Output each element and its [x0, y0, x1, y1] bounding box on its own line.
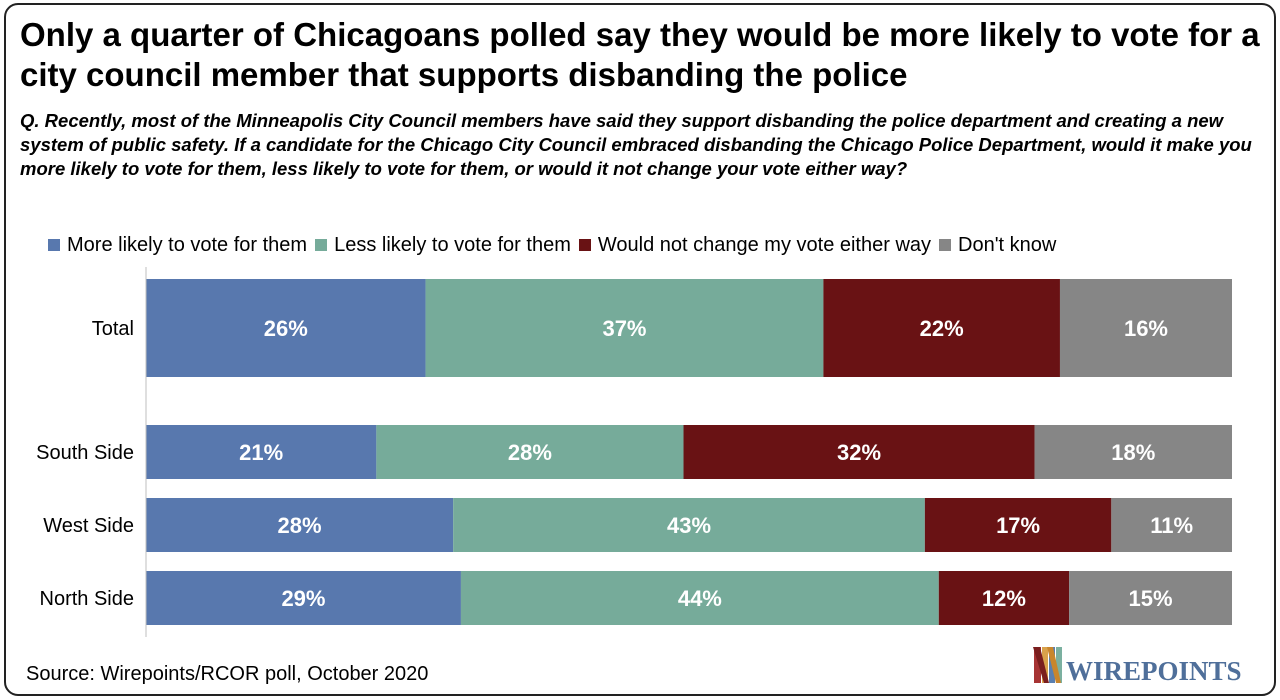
bar-west-side-would-not-change-my-vote-either-way — [924, 498, 1112, 552]
category-label-south-side: South Side — [36, 442, 134, 464]
legend-label-no-change: Would not change my vote either way — [597, 233, 932, 256]
data-label-north-side-less-likely-to-vote-for-them: 44% — [678, 586, 722, 611]
data-label-west-side-more-likely-to-vote-for-them: 28% — [278, 513, 322, 538]
data-label-west-side-don-t-know: 11% — [1150, 513, 1193, 538]
data-label-west-side-would-not-change-my-vote-either-way: 17% — [996, 513, 1040, 538]
data-label-north-side-would-not-change-my-vote-either-way: 12% — [982, 586, 1026, 611]
legend-swatch-dont-know — [939, 239, 952, 251]
data-label-south-side-more-likely-to-vote-for-them: 21% — [239, 440, 283, 465]
wirepoints-logo: WIREPOINTS — [1033, 647, 1242, 686]
bar-west-side-less-likely-to-vote-for-them — [453, 498, 925, 552]
stacked-bar-chart: Total 26% 37% 22% 16% South Side 21% 28% 32% 18% W… — [36, 267, 1232, 637]
data-label-total-more-likely-to-vote-for-them: 26% — [264, 316, 308, 341]
legend-item-more-likely: More likely to vote for them — [48, 234, 307, 257]
legend-swatch-less-likely — [315, 239, 328, 251]
bar-total-would-not-change-my-vote-either-way — [823, 279, 1060, 377]
bar-total-don-t-know — [1059, 279, 1232, 377]
legend-swatch-no-change — [578, 239, 591, 251]
bar-north-side-don-t-know — [1069, 571, 1232, 625]
category-label-west-side: West Side — [43, 515, 134, 537]
data-label-north-side-don-t-know: 15% — [1129, 586, 1173, 611]
data-label-south-side-less-likely-to-vote-for-them: 28% — [508, 440, 552, 465]
survey-question: Q. Recently, most of the Minneapolis Cit… — [20, 110, 1252, 179]
data-label-south-side-don-t-know: 18% — [1111, 440, 1155, 465]
data-label-total-less-likely-to-vote-for-them: 37% — [602, 316, 646, 341]
legend-item-dont-know: Don't know — [939, 234, 1056, 257]
bar-west-side-don-t-know — [1111, 498, 1232, 552]
bar-south-side-would-not-change-my-vote-either-way — [683, 425, 1035, 479]
w-logo-icon — [1033, 647, 1062, 683]
bar-south-side-less-likely-to-vote-for-them — [376, 425, 684, 479]
category-label-total: Total — [92, 318, 134, 340]
legend: More likely to vote for them Less likely… — [48, 233, 1064, 257]
bar-total-more-likely-to-vote-for-them — [146, 279, 426, 377]
data-label-north-side-more-likely-to-vote-for-them: 29% — [281, 586, 325, 611]
bar-north-side-less-likely-to-vote-for-them — [460, 571, 939, 625]
source-note: Source: Wirepoints/RCOR poll, October 20… — [26, 663, 429, 685]
logo-text: WIREPOINTS — [1066, 656, 1242, 686]
legend-swatch-more-likely — [48, 239, 60, 251]
legend-item-no-change: Would not change my vote either way — [578, 233, 932, 257]
data-label-west-side-less-likely-to-vote-for-them: 43% — [667, 513, 711, 538]
bar-total-less-likely-to-vote-for-them — [425, 279, 824, 377]
legend-item-less-likely: Less likely to vote for them — [315, 234, 571, 257]
data-label-total-don-t-know: 16% — [1124, 316, 1168, 341]
bar-west-side-more-likely-to-vote-for-them — [146, 498, 454, 552]
legend-label-less-likely: Less likely to vote for them — [334, 233, 571, 256]
bar-north-side-more-likely-to-vote-for-them — [146, 571, 461, 625]
chart-frame: Only a quarter of Chicagoans polled say … — [4, 3, 1276, 696]
data-label-total-would-not-change-my-vote-either-way: 22% — [920, 316, 964, 341]
chart-title: Only a quarter of Chicagoans polled say … — [20, 16, 1260, 93]
category-label-north-side: North Side — [40, 588, 135, 610]
legend-label-more-likely: More likely to vote for them — [67, 233, 308, 256]
bar-north-side-would-not-change-my-vote-either-way — [938, 571, 1070, 625]
data-label-south-side-would-not-change-my-vote-either-way: 32% — [837, 440, 881, 465]
bar-south-side-don-t-know — [1034, 425, 1232, 479]
legend-label-dont-know: Don't know — [958, 233, 1057, 256]
bar-south-side-more-likely-to-vote-for-them — [146, 425, 377, 479]
